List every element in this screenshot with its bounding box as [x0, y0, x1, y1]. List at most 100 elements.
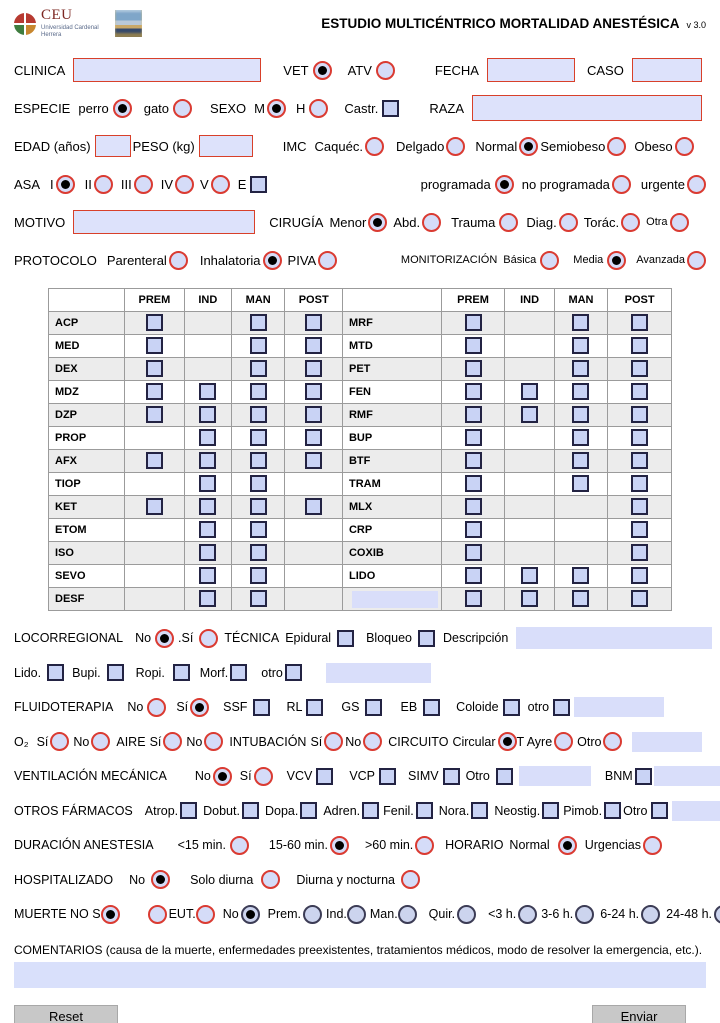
hosp-no-radio[interactable] [151, 870, 171, 889]
acp-post-checkbox[interactable] [305, 314, 323, 332]
momento-man-radio[interactable] [397, 904, 417, 924]
o2-si-radio[interactable] [50, 732, 70, 751]
parenteral-radio[interactable] [168, 250, 188, 270]
mdz-post-checkbox[interactable] [305, 383, 323, 401]
ket-prem-checkbox[interactable] [145, 498, 163, 516]
epidural-checkbox[interactable] [337, 629, 355, 647]
pimobendan-checkbox[interactable] [604, 802, 622, 819]
vm-otro-input[interactable] [518, 766, 591, 786]
eb-checkbox[interactable] [423, 698, 441, 716]
fluido-otro-checkbox[interactable] [553, 698, 571, 716]
urgencias-radio[interactable] [643, 835, 662, 855]
iso-man-checkbox[interactable] [249, 544, 267, 562]
edad-input[interactable] [94, 135, 131, 157]
other-post-checkbox[interactable] [631, 590, 649, 608]
tiop-man-checkbox[interactable] [249, 475, 267, 493]
atv-radio[interactable] [375, 60, 395, 80]
fen-prem-checkbox[interactable] [464, 383, 482, 401]
media-radio[interactable] [607, 250, 627, 270]
bup-post-checkbox[interactable] [631, 429, 649, 447]
torac-radio[interactable] [621, 212, 641, 232]
lido-post-checkbox[interactable] [631, 567, 649, 585]
afx-post-checkbox[interactable] [305, 452, 323, 470]
mrf-prem-checkbox[interactable] [464, 314, 482, 332]
vm-no-radio[interactable] [212, 766, 232, 786]
pet-post-checkbox[interactable] [631, 360, 649, 378]
dzp-post-checkbox[interactable] [305, 406, 323, 424]
atropina-checkbox[interactable] [180, 802, 198, 819]
horario-normal-radio[interactable] [557, 835, 577, 855]
locales-otro-checkbox[interactable] [284, 664, 302, 681]
diurna-nocturna-radio[interactable] [401, 870, 420, 889]
sevo-ind-checkbox[interactable] [199, 567, 217, 585]
bloqueo-checkbox[interactable] [417, 629, 435, 647]
desf-man-checkbox[interactable] [249, 590, 267, 608]
etom-ind-checkbox[interactable] [199, 521, 217, 539]
afx-man-checkbox[interactable] [249, 452, 267, 470]
circuito-otro-radio[interactable] [603, 732, 623, 751]
muerte-no-radio[interactable] [100, 904, 120, 924]
bnm-checkbox[interactable] [634, 767, 652, 785]
prop-ind-checkbox[interactable] [199, 429, 217, 447]
other-prem-checkbox[interactable] [464, 590, 482, 608]
fecha-input[interactable] [486, 58, 575, 82]
momento-ind-radio[interactable] [346, 904, 366, 924]
bupi-checkbox[interactable] [106, 664, 124, 681]
asa1-radio[interactable] [55, 174, 75, 194]
afx-prem-checkbox[interactable] [145, 452, 163, 470]
macho-radio[interactable] [267, 98, 286, 118]
fenilefrina-checkbox[interactable] [415, 802, 433, 819]
mlx-prem-checkbox[interactable] [464, 498, 482, 516]
asa2-radio[interactable] [93, 174, 113, 194]
farmaco-otro-input[interactable] [672, 800, 720, 821]
med-prem-checkbox[interactable] [145, 337, 163, 355]
momento-prem-radio[interactable] [303, 904, 323, 924]
aire-si-radio[interactable] [163, 732, 183, 751]
dex-man-checkbox[interactable] [249, 360, 267, 378]
piva-radio[interactable] [318, 250, 338, 270]
med-post-checkbox[interactable] [305, 337, 323, 355]
dzp-prem-checkbox[interactable] [145, 406, 163, 424]
momento-quir-radio[interactable] [457, 904, 477, 924]
dex-prem-checkbox[interactable] [145, 360, 163, 378]
coloide-checkbox[interactable] [502, 698, 520, 716]
bnm-input[interactable] [653, 766, 720, 786]
caso-input[interactable] [631, 58, 702, 82]
eut-radio[interactable] [195, 904, 215, 924]
solo-diurna-radio[interactable] [261, 870, 281, 889]
t-ayre-radio[interactable] [554, 732, 574, 751]
otra-radio[interactable] [669, 212, 689, 232]
tram-post-checkbox[interactable] [631, 475, 649, 493]
fluido-otro-input[interactable] [574, 697, 665, 717]
h6-24-radio[interactable] [641, 904, 661, 924]
btf-post-checkbox[interactable] [631, 452, 649, 470]
mdz-prem-checkbox[interactable] [145, 383, 163, 401]
rmf-prem-checkbox[interactable] [464, 406, 482, 424]
ket-man-checkbox[interactable] [249, 498, 267, 516]
pet-prem-checkbox[interactable] [464, 360, 482, 378]
trauma-radio[interactable] [499, 212, 519, 232]
dopamina-checkbox[interactable] [300, 802, 318, 819]
obeso-radio[interactable] [674, 136, 694, 156]
vcp-checkbox[interactable] [379, 767, 397, 785]
no-programada-radio[interactable] [611, 174, 631, 194]
asa4-radio[interactable] [175, 174, 195, 194]
mrf-man-checkbox[interactable] [572, 314, 590, 332]
btf-man-checkbox[interactable] [572, 452, 590, 470]
gato-radio[interactable] [173, 98, 193, 118]
motivo-input[interactable] [73, 210, 256, 234]
sevo-man-checkbox[interactable] [249, 567, 267, 585]
muerte-si-radio[interactable] [147, 904, 167, 924]
vm-otro-checkbox[interactable] [495, 767, 513, 785]
rl-checkbox[interactable] [306, 698, 324, 716]
iso-ind-checkbox[interactable] [199, 544, 217, 562]
crp-prem-checkbox[interactable] [464, 521, 482, 539]
acp-prem-checkbox[interactable] [145, 314, 163, 332]
farmaco-otro-checkbox[interactable] [651, 802, 669, 819]
programada-radio[interactable] [494, 174, 514, 194]
neostigmina-checkbox[interactable] [542, 802, 560, 819]
lido-prem-checkbox[interactable] [464, 567, 482, 585]
normal-radio[interactable] [519, 136, 539, 156]
o2-no-radio[interactable] [91, 732, 111, 751]
menos3h-radio[interactable] [518, 904, 538, 924]
